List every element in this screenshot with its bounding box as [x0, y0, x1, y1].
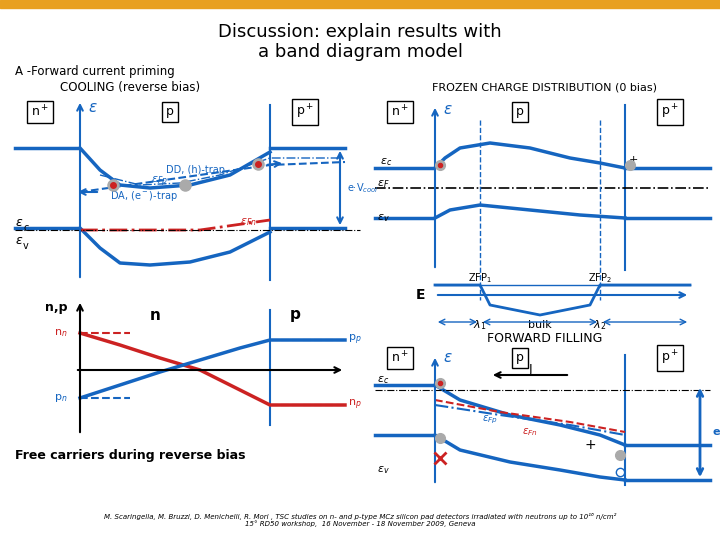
Bar — [0, 0, 720, 8]
Text: $\varepsilon_c$: $\varepsilon_c$ — [377, 374, 390, 386]
Text: $\varepsilon$: $\varepsilon$ — [88, 100, 98, 116]
Text: Discussion: explain results with: Discussion: explain results with — [218, 23, 502, 41]
Text: v: v — [23, 241, 29, 251]
Text: $\varepsilon_v$: $\varepsilon_v$ — [377, 464, 390, 476]
Text: $\varepsilon_{Fp}$: $\varepsilon_{Fp}$ — [482, 414, 498, 426]
Text: E: E — [415, 288, 425, 302]
Text: $\varepsilon_{Fn}$: $\varepsilon_{Fn}$ — [522, 426, 538, 438]
Text: $\varepsilon_F$: $\varepsilon_F$ — [377, 178, 390, 190]
Text: bulk: bulk — [528, 320, 552, 330]
Text: p$^+$: p$^+$ — [661, 103, 679, 121]
Text: $\varepsilon$: $\varepsilon$ — [443, 103, 453, 118]
Text: M. Scaringella, M. Bruzzi, D. Menichelli, R. Mori , TSC studies on n- and p-type: M. Scaringella, M. Bruzzi, D. Menichelli… — [104, 512, 616, 528]
Text: $\varepsilon_{Fn}$: $\varepsilon_{Fn}$ — [240, 216, 257, 228]
Text: $\lambda_2$: $\lambda_2$ — [593, 318, 607, 332]
Text: p$^+$: p$^+$ — [661, 349, 679, 367]
Text: $\lambda_1$: $\lambda_1$ — [473, 318, 487, 332]
Text: $\varepsilon_{Fp}$: $\varepsilon_{Fp}$ — [151, 175, 168, 189]
Text: $\varepsilon$: $\varepsilon$ — [443, 350, 453, 366]
Text: ZFP$_2$: ZFP$_2$ — [588, 271, 612, 285]
Text: DD, (h)-trap: DD, (h)-trap — [166, 165, 225, 175]
Text: e·V$_{cool}$: e·V$_{cool}$ — [347, 181, 379, 195]
Text: a band diagram model: a band diagram model — [258, 43, 462, 61]
Text: n$^+$: n$^+$ — [391, 350, 409, 366]
Text: $\varepsilon$: $\varepsilon$ — [15, 233, 23, 246]
Text: COOLING (reverse bias): COOLING (reverse bias) — [60, 82, 200, 94]
Text: n$_n$: n$_n$ — [55, 327, 68, 339]
Text: p: p — [516, 105, 524, 118]
Text: +: + — [584, 438, 596, 452]
Text: A -Forward current priming: A -Forward current priming — [15, 65, 175, 78]
Text: p: p — [166, 105, 174, 118]
Text: p: p — [289, 307, 300, 322]
Text: FROZEN CHARGE DISTRIBUTION (0 bias): FROZEN CHARGE DISTRIBUTION (0 bias) — [433, 83, 657, 93]
Text: DA, (e$^-$)-trap: DA, (e$^-$)-trap — [110, 189, 178, 203]
Text: p$_n$: p$_n$ — [55, 392, 68, 404]
Text: p: p — [516, 352, 524, 365]
Text: p$^+$: p$^+$ — [296, 103, 314, 121]
Text: p$_p$: p$_p$ — [348, 333, 361, 347]
Text: n$^+$: n$^+$ — [391, 104, 409, 120]
Text: $\varepsilon_c$: $\varepsilon_c$ — [380, 156, 392, 168]
Text: $\varepsilon$: $\varepsilon$ — [15, 215, 23, 228]
Text: n$^+$: n$^+$ — [31, 104, 49, 120]
Text: e·V$_{fill}$: e·V$_{fill}$ — [712, 425, 720, 439]
Text: n,p: n,p — [45, 301, 68, 314]
Text: n$_p$: n$_p$ — [348, 398, 361, 412]
Text: FORWARD FILLING: FORWARD FILLING — [487, 332, 603, 345]
Text: J: J — [528, 363, 532, 376]
Text: +: + — [629, 155, 638, 165]
Text: Free carriers during reverse bias: Free carriers during reverse bias — [14, 449, 246, 462]
Text: $\varepsilon_v$: $\varepsilon_v$ — [377, 212, 390, 224]
Text: ZFP$_1$: ZFP$_1$ — [468, 271, 492, 285]
Text: c: c — [23, 223, 28, 233]
Text: n: n — [150, 307, 161, 322]
